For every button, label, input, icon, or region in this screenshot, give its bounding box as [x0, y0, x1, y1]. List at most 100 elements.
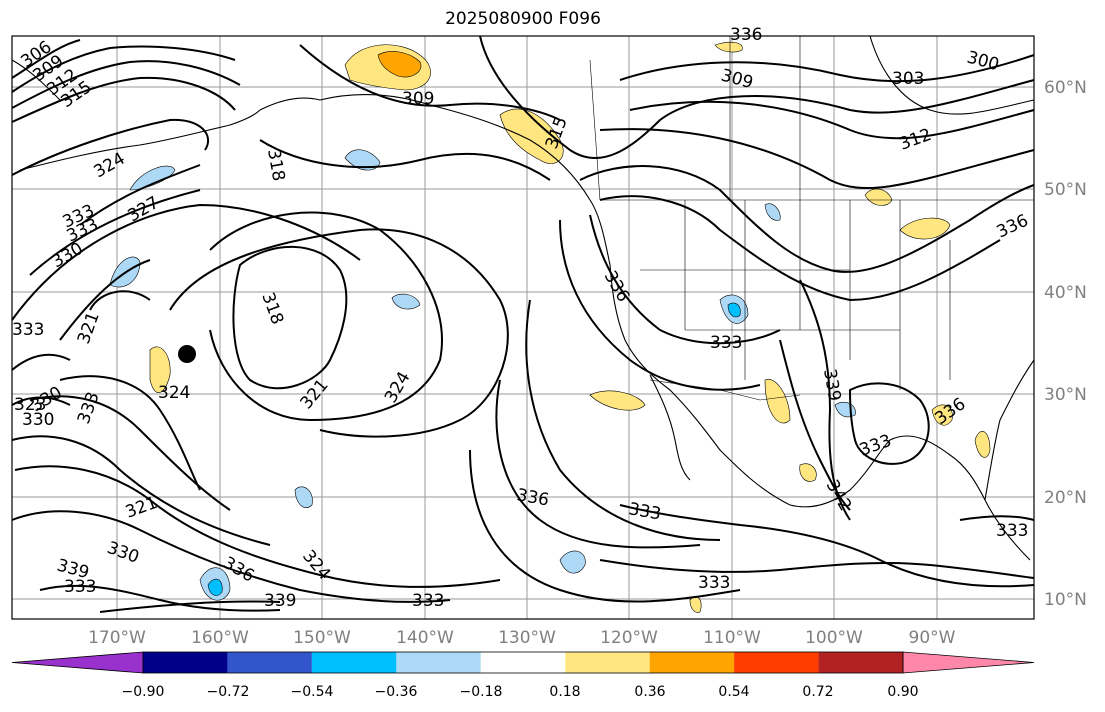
colorbar-tick: −0.72: [207, 684, 250, 700]
colorbar-tick: −0.36: [375, 684, 418, 700]
coastlines: [11, 35, 1035, 561]
contour-336-tropic: [599, 559, 1035, 579]
borders: [589, 36, 1034, 401]
contour-label: 333: [698, 573, 730, 593]
colorbar-ticks: −0.90 −0.72 −0.54 −0.36 −0.18 0.18 0.36 …: [122, 684, 919, 700]
strong-negative-anomaly-subtropic: [207, 578, 223, 596]
lon-label-130w: 130°W: [498, 628, 556, 648]
lon-label-90w: 90°W: [909, 628, 956, 648]
contour-336-east: [495, 379, 701, 549]
latitude-labels: 60°N 50°N 40°N 30°N 20°N 10°N: [1044, 78, 1087, 610]
contour-339-west: [525, 299, 721, 541]
lat-label-20n: 20°N: [1044, 488, 1087, 508]
lon-label-170w: 170°W: [88, 628, 146, 648]
contour-333-west: [589, 214, 781, 345]
coastline-baja: [649, 374, 691, 481]
contour-label: 330: [22, 410, 54, 430]
coastline-aleutians: [19, 109, 261, 171]
negative-anomaly-pacific-2: [391, 293, 421, 310]
contour-label: 303: [892, 69, 924, 89]
contour-330-subtrop: [11, 435, 271, 546]
contour-ridge-2: [619, 54, 1035, 83]
lat-label-10n: 10°N: [1044, 590, 1087, 610]
contour-333-gulf: [848, 382, 930, 465]
longitude-labels: 170°W 160°W 150°W 140°W 130°W 120°W 110°…: [88, 628, 956, 648]
contour-333-subtrop: [14, 465, 501, 588]
colorbar: −0.90 −0.72 −0.54 −0.36 −0.18 0.18 0.36 …: [11, 651, 1035, 700]
colorbar-segment: [734, 652, 819, 673]
colorbar-segments: [11, 651, 1035, 674]
contour-label: 336: [730, 25, 762, 45]
height-contours: [11, 35, 1035, 613]
contour-label: 323: [14, 395, 46, 415]
positive-anomaly-bc: [714, 41, 743, 53]
contour-318-gulf: [259, 139, 551, 181]
colorbar-segment: [396, 652, 481, 673]
gridlines: [12, 36, 1034, 619]
contour-336-far: [39, 584, 281, 612]
contour-306: [11, 39, 81, 79]
colorbar-extend-low: [11, 651, 144, 674]
lat-label-30n: 30°N: [1044, 385, 1087, 405]
contour-309-gulf: [299, 44, 561, 121]
contour-327: [79, 164, 201, 226]
contour-336-west: [559, 219, 761, 391]
positive-anomaly-central-america: [799, 463, 817, 482]
border-alaska-canada: [589, 59, 601, 201]
lat-label-40n: 40°N: [1044, 283, 1087, 303]
negative-anomaly-northern-plains: [764, 203, 781, 221]
coastline-kamchatka: [11, 59, 61, 101]
positive-anomaly-gulf: [931, 404, 953, 426]
contour-ridge-1: [479, 35, 1035, 160]
map-frame: [11, 35, 1035, 620]
contour-309: [11, 45, 236, 93]
lon-label-140w: 140°W: [396, 628, 454, 648]
strong-positive-anomaly-alaska: [377, 51, 422, 78]
positive-anomaly-baja: [589, 390, 646, 411]
contour-label: 333: [412, 591, 444, 611]
colorbar-segment: [649, 652, 735, 673]
colorbar-tick: 0.36: [634, 684, 665, 700]
strong-negative-anomaly-nevada: [727, 302, 741, 318]
negative-anomaly-hawaii: [294, 486, 313, 509]
contour-333-east: [469, 449, 741, 603]
contour-315-east: [599, 128, 1035, 190]
colorbar-tick: −0.90: [122, 684, 165, 700]
lon-label-120w: 120°W: [600, 628, 658, 648]
contour-321-sub: [59, 375, 201, 491]
contour-312-east: [629, 100, 1035, 140]
colorbar-tick: 0.90: [887, 684, 918, 700]
contour-318-mid: [232, 245, 348, 390]
colorbar-segment: [818, 652, 903, 673]
map-title: 2025080900 F096: [445, 9, 601, 29]
contour-label: 324: [158, 383, 190, 403]
colorbar-segment: [311, 652, 397, 673]
contour-trough-2: [599, 195, 1001, 302]
contour-312: [11, 60, 241, 109]
contour-324-mid: [169, 228, 509, 438]
contour-label: 333: [64, 577, 96, 597]
colorbar-segment: [480, 652, 566, 673]
contour-label: 333: [12, 320, 44, 340]
colorbar-tick: 0.18: [549, 684, 580, 700]
colorbar-tick: −0.18: [460, 684, 503, 700]
contour-label: 339: [264, 591, 296, 611]
contour-324: [11, 118, 210, 176]
coastline-hudson: [869, 35, 1035, 115]
storm-center-dot: [178, 345, 196, 363]
positive-anomaly-gulf-alaska: [499, 108, 564, 164]
shaded-anomalies: [109, 41, 991, 613]
coastline-east: [984, 359, 1035, 501]
coastline-gulf: [789, 435, 1031, 561]
coastline-west-us: [609, 264, 791, 506]
contour-339-far: [99, 600, 281, 613]
positive-anomaly-mexico: [764, 378, 791, 424]
contour-321-mid: [209, 211, 443, 422]
contour-324-sub: [29, 395, 231, 511]
contour-324-lobe: [89, 290, 151, 311]
colorbar-segment: [565, 652, 650, 673]
contour-333-tropic: [619, 504, 1035, 588]
colorbar-tick: 0.54: [718, 684, 749, 700]
contour-trough-1: [579, 165, 1035, 273]
